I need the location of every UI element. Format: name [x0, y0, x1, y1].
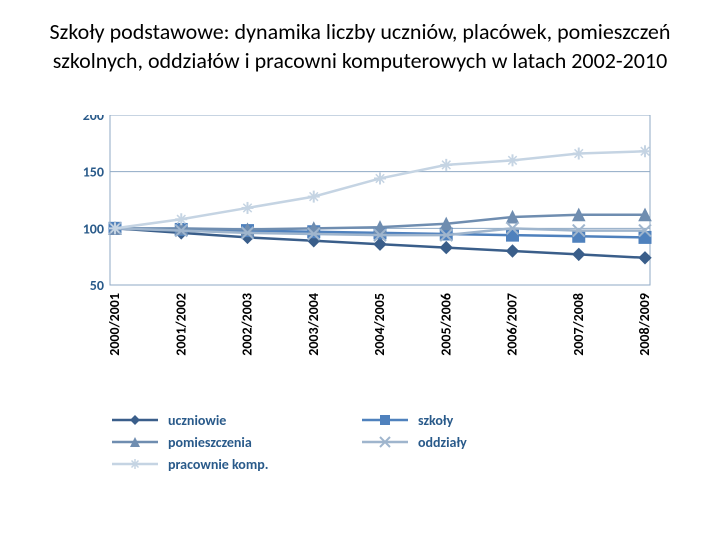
chart-legend: uczniowie szkoły pomieszczenia oddziały prac…: [110, 409, 630, 475]
svg-text:2007/2008: 2007/2008: [570, 293, 587, 356]
svg-text:2002/2003: 2002/2003: [239, 293, 256, 356]
chart-title: Szkoły podstawowe: dynamika liczby uczni…: [0, 0, 720, 85]
svg-text:2005/2006: 2005/2006: [437, 293, 454, 356]
legend-item: uczniowie: [110, 409, 360, 431]
svg-text:50: 50: [90, 277, 104, 294]
chart-container: 50 100 150 200 2000/2001 2001/2002 2002/2003 20…: [60, 115, 660, 405]
legend-item: szkoły: [360, 409, 610, 431]
legend-label: pomieszczenia: [168, 434, 252, 451]
legend-label: pracownie komp.: [168, 456, 268, 473]
svg-text:2000/2001: 2000/2001: [106, 293, 123, 356]
svg-text:2006/2007: 2006/2007: [504, 293, 521, 356]
svg-text:2008/2009: 2008/2009: [636, 293, 653, 356]
svg-text:2003/2004: 2003/2004: [305, 293, 322, 356]
legend-item: pracownie komp.: [110, 453, 360, 475]
svg-text:200: 200: [83, 115, 104, 124]
legend-label: uczniowie: [168, 412, 226, 429]
legend-item: oddziały: [360, 431, 610, 453]
legend-label: szkoły: [418, 412, 453, 429]
legend-label: oddziały: [418, 434, 467, 451]
svg-text:150: 150: [83, 164, 104, 181]
svg-text:100: 100: [83, 221, 104, 238]
svg-text:2004/2005: 2004/2005: [371, 293, 388, 356]
svg-text:2001/2002: 2001/2002: [172, 293, 189, 356]
legend-item: pomieszczenia: [110, 431, 360, 453]
line-chart: 50 100 150 200 2000/2001 2001/2002 2002/2003 20…: [60, 115, 660, 405]
